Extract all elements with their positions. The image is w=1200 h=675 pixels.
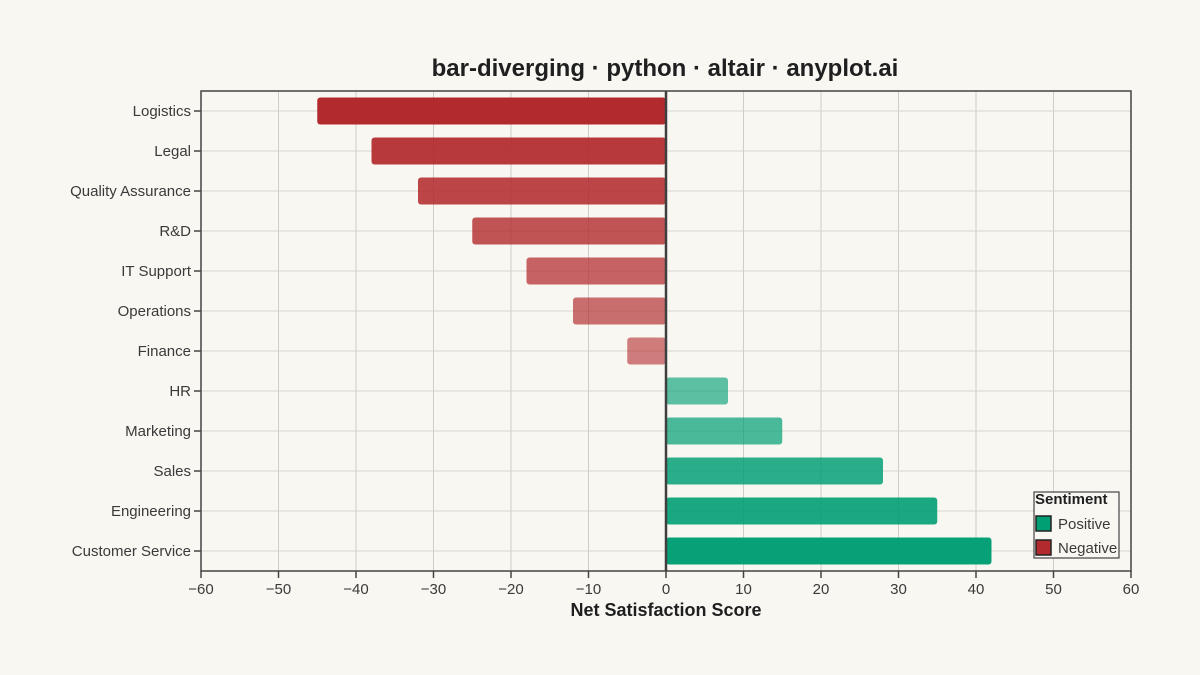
x-tick-label: 20	[813, 581, 830, 598]
x-axis: −60 −50 −40 −30 −20 −10 0 10 20 30 40 50 60	[188, 571, 1139, 598]
category-label: Customer Service	[72, 543, 191, 560]
bar	[418, 177, 666, 205]
category-label: Quality Assurance	[70, 183, 191, 200]
bar	[627, 337, 666, 365]
category-label: Sales	[153, 463, 191, 480]
x-tick-label: 40	[968, 581, 985, 598]
category-label: Finance	[138, 343, 191, 360]
bar	[666, 417, 783, 445]
bar	[472, 217, 666, 245]
bar	[666, 497, 938, 525]
category-label: Operations	[118, 303, 191, 320]
x-tick-label: 60	[1123, 581, 1140, 598]
x-tick-label: −20	[498, 581, 523, 598]
x-tick-label: 10	[735, 581, 752, 598]
bars	[317, 97, 992, 565]
x-tick-label: −10	[576, 581, 601, 598]
bar	[666, 537, 992, 565]
category-label: Marketing	[125, 423, 191, 440]
x-tick-label: −50	[266, 581, 291, 598]
x-axis-title: Net Satisfaction Score	[570, 600, 761, 620]
bar	[573, 297, 666, 325]
legend-label: Negative	[1058, 540, 1117, 557]
y-axis: Logistics Legal Quality Assurance R&D IT Sup…	[70, 103, 201, 560]
x-tick-label: −30	[421, 581, 446, 598]
x-tick-label: −60	[188, 581, 213, 598]
x-tick-label: 30	[890, 581, 907, 598]
x-tick-label: 0	[662, 581, 670, 598]
x-tick-label: 50	[1045, 581, 1062, 598]
bar	[371, 137, 666, 165]
bar	[666, 377, 728, 405]
category-label: Logistics	[133, 103, 191, 120]
category-label: HR	[169, 383, 191, 400]
legend-swatch	[1035, 539, 1052, 556]
chart-title: bar-diverging · python · altair · anyplo…	[432, 55, 899, 82]
category-label: R&D	[159, 223, 191, 240]
category-label: IT Support	[121, 263, 192, 280]
legend-swatch	[1035, 515, 1052, 532]
category-label: Engineering	[111, 503, 191, 520]
bar	[317, 97, 666, 125]
legend: Sentiment Positive Negative	[1033, 491, 1120, 559]
x-tick-label: −40	[343, 581, 368, 598]
category-label: Legal	[154, 143, 191, 160]
legend-label: Positive	[1058, 516, 1111, 533]
legend-title: Sentiment	[1035, 491, 1108, 508]
bar	[526, 257, 666, 285]
bar	[666, 457, 883, 485]
